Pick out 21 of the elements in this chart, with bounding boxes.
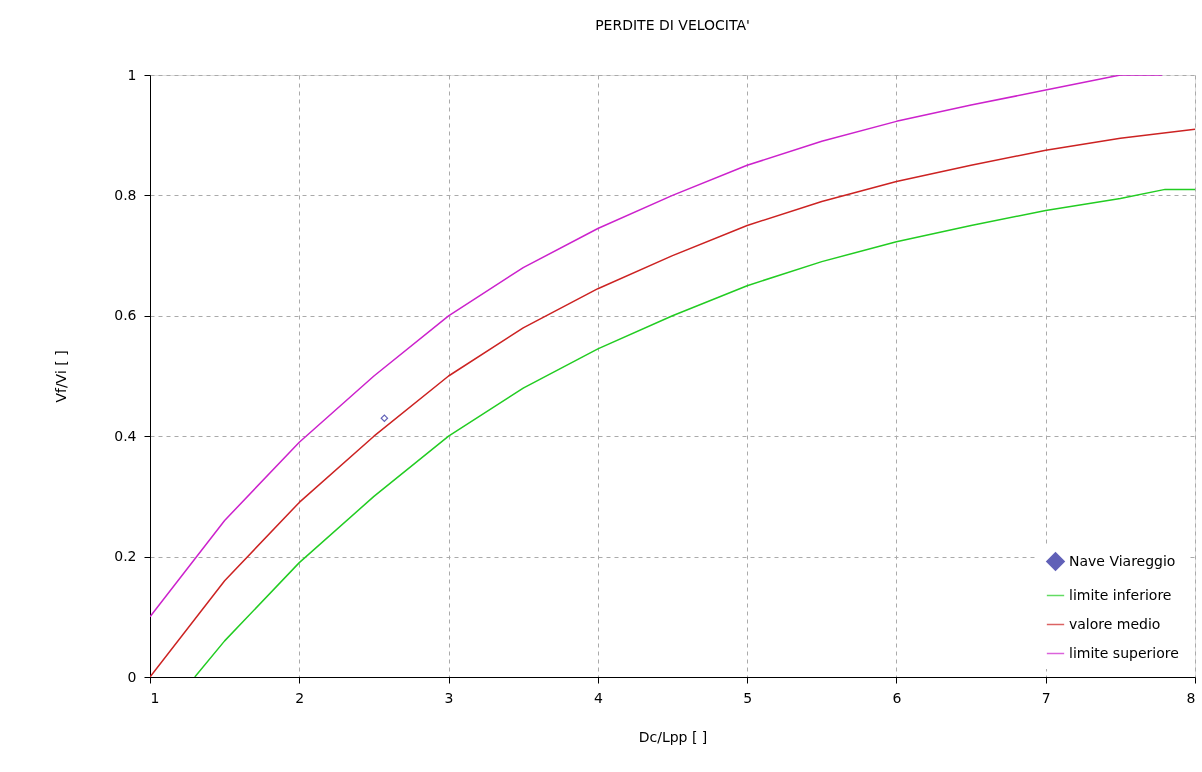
x-axis-title: Dc/Lpp [ ] xyxy=(638,728,708,745)
legend-label: limite superiore xyxy=(1069,644,1179,661)
x-tick-label: 1 xyxy=(150,689,160,706)
legend-label: Nave Viareggio xyxy=(1069,552,1176,569)
x-tick-label: 4 xyxy=(593,689,603,706)
legend-label: valore medio xyxy=(1069,615,1161,632)
x-tick-label: 7 xyxy=(1041,689,1051,706)
y-tick-label: 0.4 xyxy=(114,427,137,444)
y-axis-title: Vf/Vi [ ] xyxy=(53,350,70,403)
x-tick-label: 5 xyxy=(743,689,753,706)
y-tick-label: 0.6 xyxy=(114,307,137,324)
y-tick-label: 0.8 xyxy=(114,186,137,203)
x-tick-label: 8 xyxy=(1186,689,1196,706)
x-tick-label: 3 xyxy=(444,689,454,706)
x-tick-label: 2 xyxy=(295,689,305,706)
y-tick-label: 0 xyxy=(127,668,137,685)
chart-title: PERDITE DI VELOCITA' xyxy=(595,17,750,33)
y-tick-label: 1 xyxy=(127,66,137,83)
legend-label: limite inferiore xyxy=(1069,586,1172,603)
x-tick-label: 6 xyxy=(892,689,902,706)
y-tick-label: 0.2 xyxy=(114,548,137,565)
